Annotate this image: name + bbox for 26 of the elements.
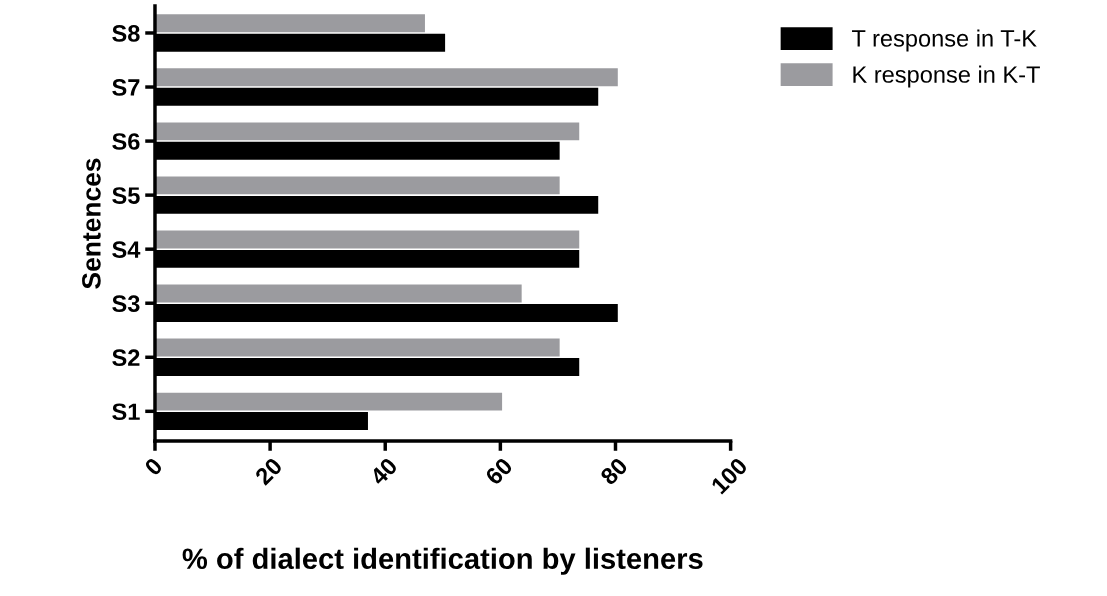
y-tick-label: S4 (112, 241, 141, 258)
x-tick-label: 80 (599, 456, 629, 486)
y-tick-label: S7 (112, 79, 140, 96)
y-tick-label: S3 (112, 295, 140, 313)
y-tick-label: S5 (112, 187, 140, 204)
y-tick-label: S6 (112, 133, 140, 150)
x-tick-label: 100 (710, 456, 749, 495)
bar (154, 230, 580, 249)
legend-label: K response in K-T (853, 65, 1040, 88)
y-tick-label: S1 (112, 403, 140, 421)
bar (154, 122, 580, 141)
x-tick-label: 0 (143, 456, 164, 477)
legend-label: T response in T-K (852, 29, 1037, 52)
bar (154, 392, 503, 411)
y-tick-label: S8 (112, 25, 140, 42)
y-tick-label: S2 (112, 349, 140, 367)
bar (154, 284, 522, 303)
bar (154, 68, 618, 87)
y-axis-title: Sentences (82, 158, 101, 289)
x-tick-label: 60 (484, 456, 514, 486)
bar (154, 176, 560, 195)
bar (154, 14, 425, 33)
x-tick-label: 40 (368, 456, 399, 487)
x-axis-title: % of dialect identification by listeners (182, 547, 703, 575)
x-tick-label: 20 (254, 456, 284, 486)
bar (154, 338, 560, 357)
